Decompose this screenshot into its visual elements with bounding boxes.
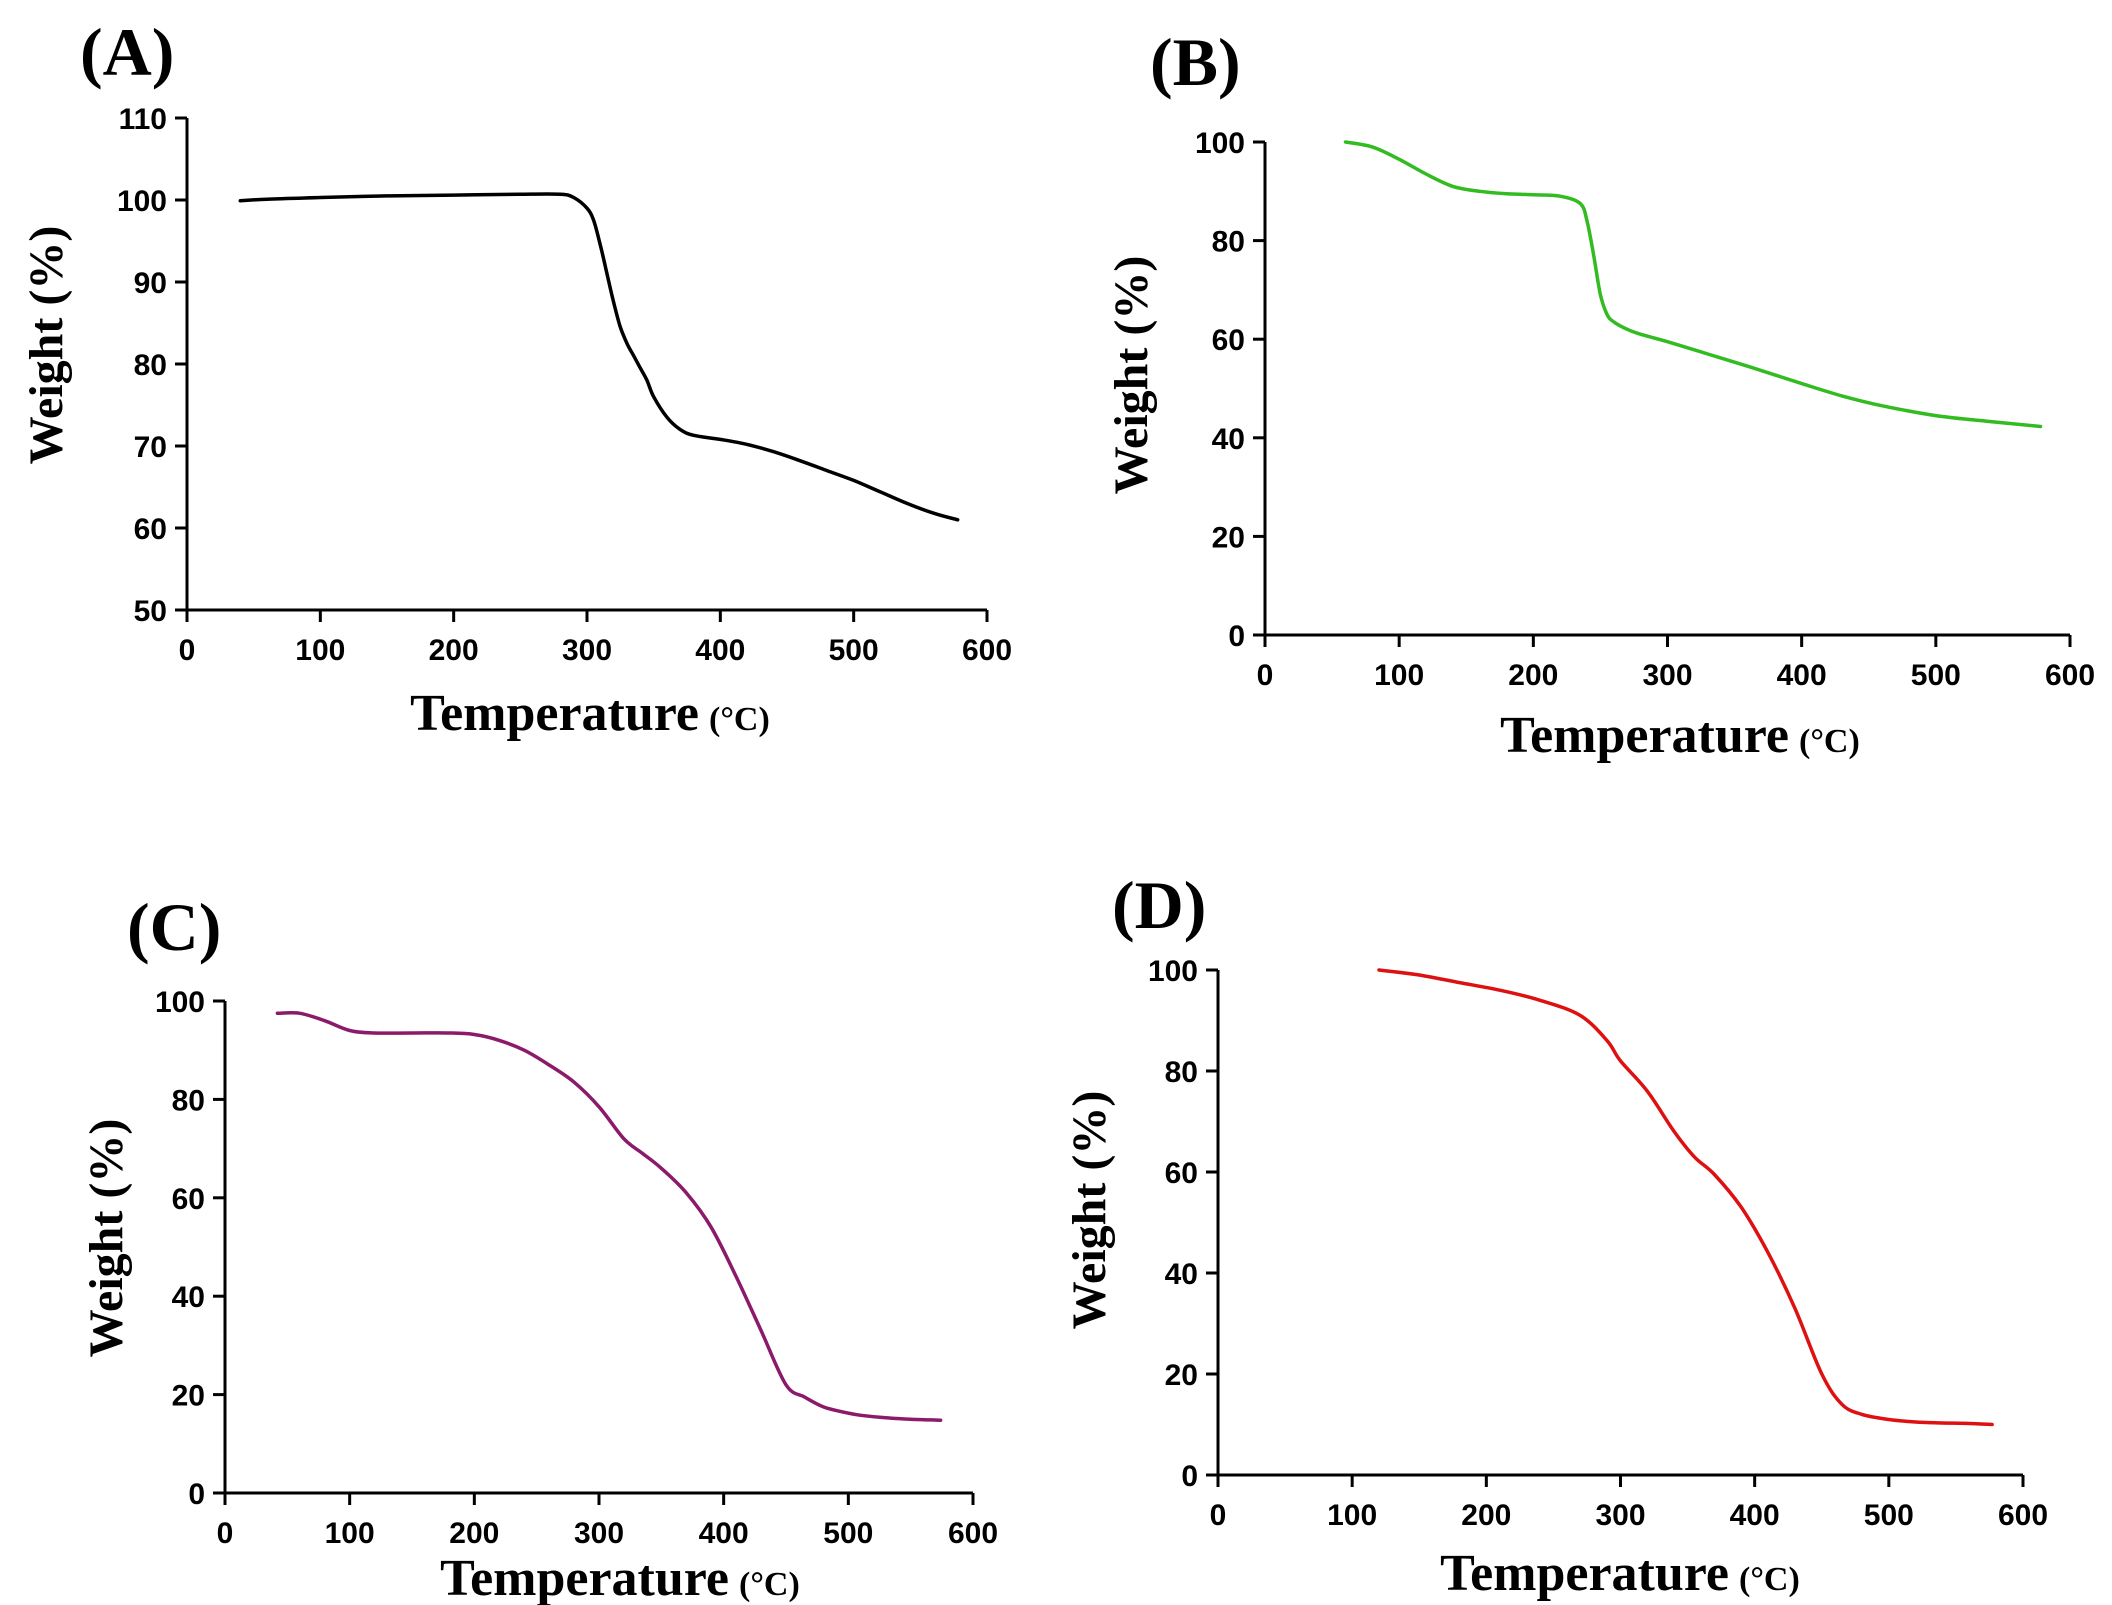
x-tick-label: 200 xyxy=(449,1517,499,1550)
x-axis-title-c: Temperature (°C) xyxy=(440,1550,800,1605)
panel-a: (A) 0 100 200 300 400 500 6005060708090100110 … xyxy=(20,14,1012,742)
y-tick-label: 60 xyxy=(1165,1157,1198,1190)
y-tick-label: 0 xyxy=(1181,1460,1198,1493)
x-tick-label: 300 xyxy=(574,1517,624,1550)
x-axis-label-a: Temperature xyxy=(410,685,699,742)
x-axis-label-d: Temperature xyxy=(1440,1545,1729,1602)
x-tick-label: 100 xyxy=(1374,659,1424,692)
y-tick-label: 60 xyxy=(172,1183,205,1216)
x-tick-label: 400 xyxy=(1730,1499,1780,1532)
x-tick-label: 0 xyxy=(179,634,196,667)
y-tick-label: 20 xyxy=(1165,1359,1198,1392)
y-tick-label: 100 xyxy=(155,986,205,1019)
y-tick-label: 40 xyxy=(1165,1258,1198,1291)
y-tick-label: 80 xyxy=(134,349,167,382)
y-tick-label: 20 xyxy=(1212,521,1245,554)
y-tick-label: 60 xyxy=(1212,324,1245,357)
y-axis-title-b: Weight (%) xyxy=(1105,256,1158,495)
y-tick-label: 0 xyxy=(188,1478,205,1511)
x-axis-title-d: Temperature (°C) xyxy=(1440,1545,1800,1602)
x-tick-label: 600 xyxy=(1998,1499,2048,1532)
y-tick-label: 40 xyxy=(172,1281,205,1314)
tga-curve-d xyxy=(1377,968,1994,1427)
y-tick-label: 90 xyxy=(134,267,167,300)
y-tick-label: 100 xyxy=(1148,955,1198,988)
x-tick-label: 400 xyxy=(699,1517,749,1550)
x-axis-label-b: Temperature xyxy=(1500,707,1789,764)
x-tick-label: 100 xyxy=(325,1517,375,1550)
x-tick-label: 500 xyxy=(1911,659,1961,692)
x-axis-unit-d: (°C) xyxy=(1739,1561,1800,1598)
x-tick-label: 300 xyxy=(562,634,612,667)
x-tick-label: 400 xyxy=(1777,659,1827,692)
tga-curve-c xyxy=(275,1011,943,1422)
x-tick-label: 300 xyxy=(1595,1499,1645,1532)
x-tick-label: 100 xyxy=(295,634,345,667)
tga-curve-b xyxy=(1343,140,2043,429)
x-tick-label: 600 xyxy=(2045,659,2095,692)
panel-d: (D) 0 100 200 300 400 500 600 0 20 40 60 80 100 Weig… xyxy=(1063,867,2048,1602)
x-tick-label: 0 xyxy=(217,1517,234,1550)
x-tick-label: 200 xyxy=(1461,1499,1511,1532)
y-tick-label: 100 xyxy=(117,185,167,218)
y-tick-label: 60 xyxy=(134,513,167,546)
x-axis-unit-b: (°C) xyxy=(1799,723,1860,760)
y-tick-label: 0 xyxy=(1228,620,1245,653)
x-tick-label: 500 xyxy=(829,634,879,667)
x-tick-label: 0 xyxy=(1210,1499,1227,1532)
y-tick-label: 40 xyxy=(1212,423,1245,456)
y-axis-title-a: Weight (%) xyxy=(20,226,73,465)
panel-b: (B) 0 100 200 300 400 500 600 0 20 40 60 80 100 Weig… xyxy=(1105,24,2095,764)
x-axis-unit-a: (°C) xyxy=(709,701,770,738)
x-tick-label: 200 xyxy=(429,634,479,667)
y-tick-label: 80 xyxy=(1212,226,1245,259)
y-axis-title-c: Weight (%) xyxy=(80,1119,133,1358)
x-tick-label: 200 xyxy=(1508,659,1558,692)
panel-label-a: (A) xyxy=(80,14,174,90)
x-tick-label: 600 xyxy=(948,1517,998,1550)
y-tick-label: 50 xyxy=(134,595,167,628)
y-tick-label: 70 xyxy=(134,431,167,464)
panel-c: (C) 0 100 200 300 400 500 600 0 20 40 60 80 100 Weig… xyxy=(80,889,998,1605)
y-tick-label: 100 xyxy=(1195,127,1245,160)
x-tick-label: 400 xyxy=(695,634,745,667)
y-axis-title-d: Weight (%) xyxy=(1063,1091,1116,1330)
x-axis-unit-c: (°C) xyxy=(739,1566,800,1603)
panel-label-d: (D) xyxy=(1112,867,1206,943)
y-tick-label: 110 xyxy=(119,103,167,136)
x-axis-label-c: Temperature xyxy=(440,1550,729,1605)
x-axis-title-b: Temperature (°C) xyxy=(1500,707,1860,764)
y-tick-label: 80 xyxy=(1165,1056,1198,1089)
x-tick-label: 500 xyxy=(1864,1499,1914,1532)
x-tick-label: 600 xyxy=(962,634,1012,667)
y-tick-label: 20 xyxy=(172,1380,205,1413)
x-tick-label: 500 xyxy=(823,1517,873,1550)
x-axis-title-a: Temperature (°C) xyxy=(410,685,770,742)
panel-label-c: (C) xyxy=(127,889,221,965)
tga-curve-a xyxy=(238,192,960,522)
x-tick-label: 300 xyxy=(1642,659,1692,692)
y-tick-label: 80 xyxy=(172,1084,205,1117)
x-tick-label: 0 xyxy=(1257,659,1274,692)
x-tick-label: 100 xyxy=(1327,1499,1377,1532)
panel-label-b: (B) xyxy=(1150,24,1241,100)
